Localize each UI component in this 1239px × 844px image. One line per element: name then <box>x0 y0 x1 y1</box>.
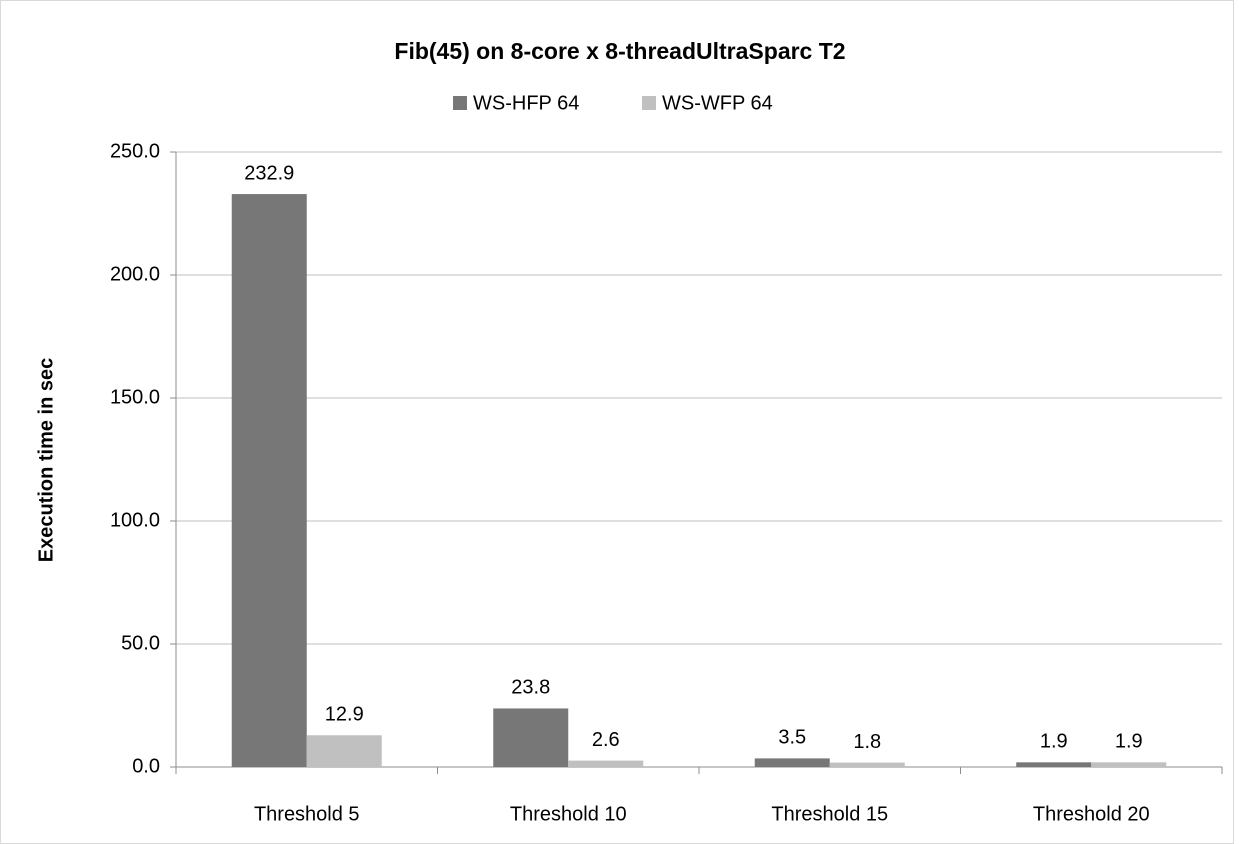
data-label: 2.6 <box>592 729 620 751</box>
y-tick-label: 200.0 <box>110 263 160 285</box>
data-label: 1.9 <box>1040 731 1068 753</box>
bar <box>231 194 307 768</box>
bar <box>306 735 382 767</box>
x-tick-label: Threshold 10 <box>510 803 627 825</box>
x-tick-label: Threshold 20 <box>1033 803 1150 825</box>
y-axis-label: Execution time in sec <box>35 358 57 563</box>
legend-label: WS-HFP 64 <box>473 92 579 114</box>
y-tick-label: 0.0 <box>132 755 160 777</box>
bar <box>754 758 830 767</box>
x-tick-label: Threshold 15 <box>771 803 888 825</box>
legend-swatch <box>453 96 467 110</box>
data-label: 3.5 <box>778 727 806 749</box>
data-label: 12.9 <box>325 704 364 726</box>
y-tick-label: 150.0 <box>110 386 160 408</box>
bar <box>1016 762 1092 767</box>
y-tick-label: 100.0 <box>110 509 160 531</box>
data-label: 232.9 <box>244 162 294 184</box>
legend-swatch <box>642 96 656 110</box>
chart-title: Fib(45) on 8-core x 8-threadUltraSparc T… <box>394 38 845 64</box>
bar <box>568 760 644 767</box>
bar <box>493 708 569 767</box>
bar <box>829 762 905 767</box>
x-tick-label: Threshold 5 <box>254 803 360 825</box>
y-tick-label: 250.0 <box>110 140 160 162</box>
data-label: 1.8 <box>853 731 881 753</box>
data-label: 1.9 <box>1115 731 1143 753</box>
y-tick-label: 50.0 <box>121 632 160 654</box>
bar <box>1091 762 1167 767</box>
data-label: 23.8 <box>511 677 550 699</box>
legend-label: WS-WFP 64 <box>662 92 773 114</box>
